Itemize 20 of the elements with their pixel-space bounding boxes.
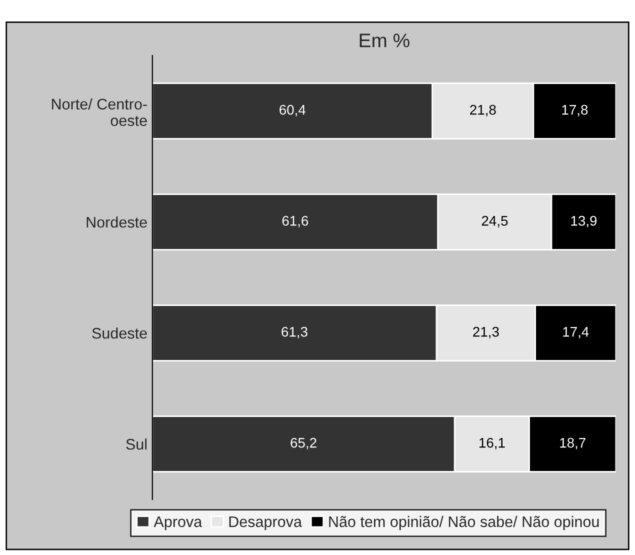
data-label: 13,9: [571, 216, 597, 228]
data-label: 21,3: [473, 326, 499, 338]
data-label: 16,1: [479, 438, 505, 450]
legend-label: Não tem opinião/ Não sabe/ Não opinou: [329, 516, 599, 530]
data-label: 21,8: [470, 104, 496, 116]
data-label: 18,7: [560, 438, 586, 450]
data-label: 17,8: [562, 104, 588, 116]
y-tick-label: Sul: [126, 438, 147, 450]
y-tick-label: Sudeste: [92, 327, 147, 339]
chart-subtitle: Em %: [360, 34, 410, 48]
data-label: 60,4: [280, 104, 306, 116]
legend-label: Aprova: [154, 516, 202, 530]
data-label: 61,6: [282, 216, 308, 228]
y-tick-label: Norte/ Centro- oeste: [52, 98, 147, 126]
data-label: 61,3: [282, 326, 308, 338]
data-label: 17,4: [563, 327, 589, 338]
legend-label: Desaprova: [229, 516, 302, 530]
data-label: 65,2: [290, 438, 316, 450]
data-label: 24,5: [482, 216, 508, 228]
y-tick-label: Nordeste: [86, 216, 147, 228]
